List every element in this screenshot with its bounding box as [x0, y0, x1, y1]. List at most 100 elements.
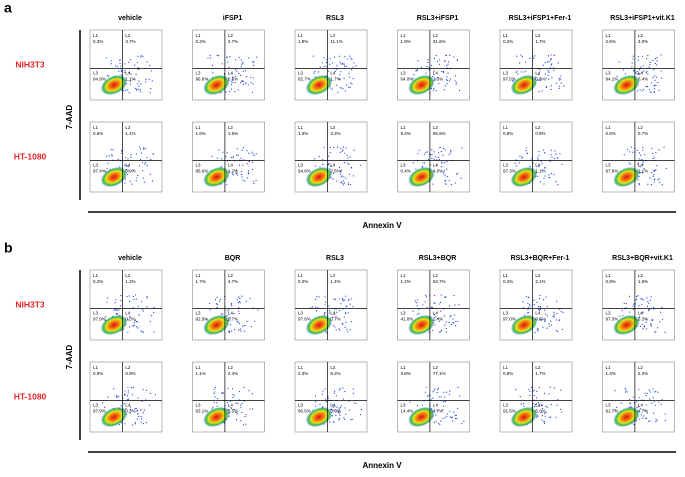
quadrant-value: 1.4%: [330, 279, 340, 284]
event-dot: [543, 152, 546, 154]
event-dot: [529, 394, 531, 396]
event-dot: [433, 421, 435, 424]
panel-label: a: [4, 0, 12, 16]
event-dot: [229, 317, 231, 319]
event-dot: [559, 79, 561, 81]
event-dot: [326, 65, 328, 67]
event-dot: [243, 386, 245, 389]
density-core: [305, 314, 333, 336]
event-dot: [448, 305, 451, 307]
event-dot: [239, 297, 241, 299]
quadrant-name: L2: [125, 365, 131, 370]
quadrant-value: 0.3%: [125, 409, 135, 414]
event-dot: [216, 157, 218, 159]
event-dot: [653, 91, 656, 93]
event-dot: [322, 163, 324, 166]
event-dot: [541, 407, 544, 410]
event-dot: [314, 71, 316, 73]
event-dot: [523, 71, 525, 73]
event-dot: [133, 325, 135, 327]
event-dot: [550, 416, 552, 418]
event-dot: [413, 74, 415, 76]
event-dot: [444, 85, 446, 87]
event-dot: [440, 331, 442, 333]
event-dot: [106, 74, 109, 77]
event-dot: [548, 71, 550, 73]
x-axis-label: Annexin V: [362, 461, 402, 470]
event-dot: [135, 180, 137, 182]
event-dot: [537, 327, 539, 329]
column-header: vehicle: [118, 15, 142, 22]
event-dot: [642, 311, 644, 313]
event-dot: [107, 75, 110, 77]
event-dot: [239, 302, 241, 304]
event-dot: [446, 415, 448, 417]
event-dot: [127, 387, 129, 389]
event-dot: [352, 392, 354, 394]
event-dot: [640, 66, 642, 68]
event-dot: [237, 403, 239, 405]
event-dot: [444, 296, 446, 298]
event-dot: [515, 388, 517, 391]
event-dot: [152, 153, 155, 155]
event-dot: [318, 296, 320, 298]
event-dot: [149, 92, 151, 94]
event-dot: [538, 150, 540, 153]
event-dot: [656, 327, 659, 329]
quadrant-value: 4.7%: [433, 409, 443, 414]
event-dot: [438, 158, 441, 161]
event-dot: [560, 389, 562, 391]
event-dot: [135, 153, 137, 155]
event-dot: [127, 319, 129, 321]
quadrant-name: L3: [298, 403, 304, 408]
quadrant-name: L1: [401, 273, 407, 278]
event-dot: [221, 63, 224, 65]
quadrant-value: 41.8%: [401, 317, 414, 322]
event-dot: [442, 417, 444, 420]
event-dot: [534, 331, 536, 334]
event-dot: [323, 66, 325, 68]
event-dot: [239, 82, 242, 84]
event-dot: [664, 413, 666, 415]
quadrant-value: 94.9%: [93, 77, 106, 82]
event-dot: [539, 294, 541, 297]
event-dot: [657, 179, 659, 181]
quadrant-value: 1.1%: [125, 131, 135, 136]
event-dot: [625, 303, 627, 305]
quadrant-value: 0.8%: [503, 131, 513, 136]
event-dot: [345, 311, 347, 313]
event-dot: [653, 88, 656, 90]
event-dot: [647, 55, 649, 57]
event-dot: [542, 326, 544, 328]
event-dot: [640, 303, 643, 305]
event-dot: [238, 164, 240, 166]
event-dot: [550, 54, 552, 56]
event-dot: [652, 412, 655, 414]
event-dot: [340, 303, 342, 305]
event-dot: [134, 423, 137, 425]
event-dot: [661, 399, 663, 401]
event-dot: [525, 147, 527, 149]
quadrant-value: 0.2%: [298, 279, 308, 284]
event-dot: [649, 420, 651, 422]
quadrant-value: 1.2%: [125, 279, 135, 284]
event-dot: [455, 414, 457, 416]
event-dot: [248, 152, 250, 154]
event-dot: [633, 423, 635, 426]
event-dot: [654, 79, 656, 81]
event-dot: [143, 409, 145, 411]
event-dot: [558, 319, 560, 321]
event-dot: [544, 319, 546, 321]
event-dot: [334, 70, 336, 73]
event-dot: [149, 320, 151, 322]
event-dot: [150, 88, 152, 90]
event-dot: [643, 325, 646, 327]
event-dot: [333, 390, 336, 392]
event-dot: [130, 408, 132, 410]
event-dot: [138, 146, 141, 148]
event-dot: [646, 305, 649, 308]
event-dot: [336, 180, 338, 182]
quadrant-value: 1.7%: [330, 77, 340, 82]
event-dot: [122, 90, 125, 92]
event-dot: [642, 417, 644, 419]
